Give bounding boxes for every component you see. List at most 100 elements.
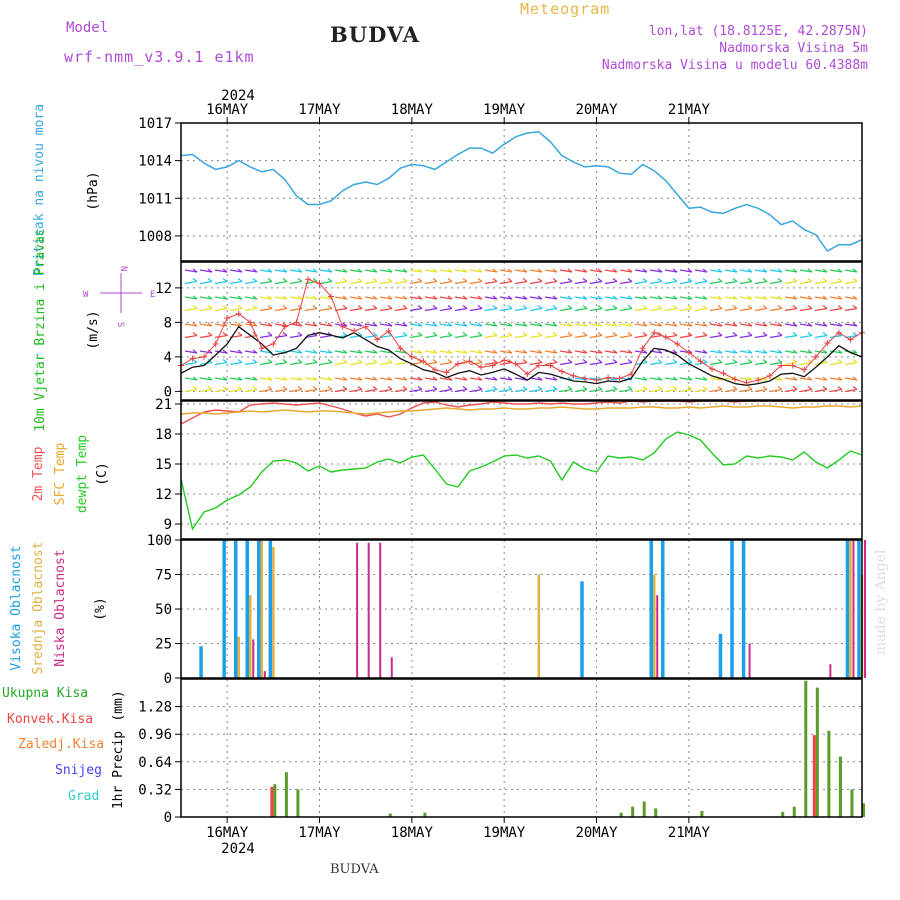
wind-arrow [784, 361, 798, 366]
bottom-date-label: 21MAY [668, 825, 711, 841]
wind-arrow-head [282, 332, 288, 336]
wind-arrow-head [627, 349, 633, 354]
wind-arrow-head [447, 278, 453, 282]
wind-arrow-head [672, 278, 678, 282]
y-tick-label: 75 [155, 568, 172, 584]
cloud-low-bar [656, 595, 659, 678]
wind-arrow [634, 323, 648, 327]
wind-arrow-head [567, 386, 573, 390]
top-date-label: 20MAY [575, 102, 618, 118]
precip-total-bar [838, 756, 842, 817]
wind-arrow-head [597, 349, 603, 354]
wind-arrow-head [477, 376, 483, 381]
wind-arrow-head [342, 322, 348, 327]
wind-arrow-head [822, 332, 828, 336]
wind-arrow [649, 377, 663, 381]
wind-arrow [724, 350, 738, 354]
wind-arrow-head [642, 349, 648, 354]
wind-arrow [499, 269, 513, 273]
cloud-high-bar [649, 540, 653, 678]
wind-arrow-head [642, 295, 648, 300]
wind-arrow [754, 296, 768, 300]
wind-arrow-head [252, 359, 258, 363]
wind-arrow [514, 307, 528, 312]
wind-arrow-head [837, 295, 843, 300]
precip-total-bar [700, 810, 704, 817]
wind-arrow-head [207, 322, 213, 327]
wind-arrow-head [357, 376, 363, 381]
wind-arrow [289, 334, 303, 339]
wind-arrow [424, 388, 438, 393]
wind-arrow-head [402, 386, 408, 390]
wind-arrow-head [237, 359, 243, 363]
wind-arrow-head [642, 268, 648, 273]
wind-arrow-head [267, 278, 273, 282]
y-tick-label: 12 [155, 281, 172, 297]
wind-arrow [304, 377, 318, 381]
wind-arrow [544, 350, 558, 354]
bottom-date-label: 18MAY [391, 825, 434, 841]
wind-arrow [634, 377, 648, 381]
wind-arrow [829, 323, 843, 327]
wind-arrow-head [192, 376, 198, 381]
wind-arrow-head [702, 295, 708, 300]
wind-arrow-head [732, 386, 738, 390]
wind-arrow [529, 334, 543, 339]
wind-arrow [454, 377, 468, 381]
wind-arrow [454, 388, 468, 393]
wind-arrow [574, 269, 588, 273]
wind-arrow [649, 361, 663, 366]
cloud-high-bar [245, 540, 250, 678]
wind-arrow-head [792, 359, 798, 363]
wind-arrow [199, 296, 213, 300]
wind-arrow-head [387, 359, 393, 363]
wind-arrow-head [537, 305, 543, 309]
wind-arrow-head [222, 376, 228, 381]
wind-arrow-head [492, 322, 498, 327]
wind-arrow-head [192, 305, 198, 309]
wind-arrow [799, 334, 813, 339]
top-year-label: 2024 [221, 88, 255, 104]
wind-arrow [784, 334, 798, 339]
wind-arrow [424, 280, 438, 285]
wind-arrow [499, 377, 513, 381]
wind-arrow-head [342, 349, 348, 354]
wind-arrow-head [552, 359, 558, 363]
wind-arrow [214, 361, 228, 366]
bottom-date-label: 19MAY [483, 825, 526, 841]
wind-arrow [364, 350, 378, 354]
wind-arrow-head [312, 349, 318, 354]
wind-arrow [334, 377, 348, 381]
wind-arrow-head [237, 376, 243, 381]
wind-arrow [199, 323, 213, 327]
wind-arrow [349, 361, 363, 366]
wind-arrow-head [522, 322, 528, 327]
wind-arrow [784, 269, 798, 273]
dewpt-line [180, 431, 863, 531]
wind-arrow-head [312, 305, 318, 309]
temp-ylabel-sfc: SFC Temp [53, 443, 68, 506]
wind-arrow-head [477, 322, 483, 327]
wind-arrow [829, 334, 843, 339]
wind-arrow-head [432, 386, 438, 390]
wind-arrow [664, 307, 678, 312]
wind-arrow [484, 307, 498, 312]
wind-arrow-head [732, 295, 738, 300]
wind-arrow [289, 269, 303, 273]
wind-arrow-head [447, 322, 453, 327]
wind-arrow [364, 296, 378, 300]
wind-arrow [664, 323, 678, 327]
wind-arrow-head [747, 349, 753, 354]
wind-arrow [739, 296, 753, 300]
cloud-low-bar [379, 542, 382, 678]
wind-arrow [184, 323, 198, 327]
wind-arrow-head [747, 386, 753, 390]
wind-arrow [184, 350, 198, 354]
wind-arrow-head [252, 278, 258, 282]
wind-arrow-head [582, 322, 588, 327]
precip-total-bar [619, 812, 623, 817]
top-date-label: 21MAY [668, 102, 711, 118]
wind-arrow [814, 280, 828, 285]
wind-arrow-head [507, 278, 513, 282]
wind-arrow [214, 350, 228, 354]
